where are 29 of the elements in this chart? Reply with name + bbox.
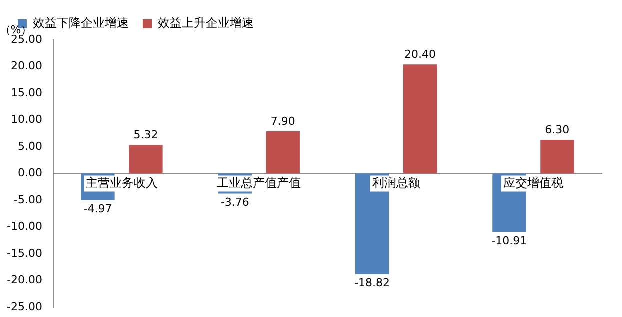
y-tick-label: 5.00 <box>18 140 42 153</box>
data-label: 7.90 <box>270 114 296 128</box>
x-tick-label: 利润总额 <box>372 176 420 190</box>
bar <box>266 131 300 174</box>
y-tick-label: 25.00 <box>10 32 42 46</box>
legend-label: 效益上升企业增速 <box>158 16 254 30</box>
bar <box>403 64 438 174</box>
data-label: -18.82 <box>354 276 390 290</box>
legend-label: 效益下降企业增速 <box>33 16 129 30</box>
data-label: -3.76 <box>220 196 250 210</box>
y-tick-label: 10.00 <box>10 113 42 126</box>
y-tick-label: 15.00 <box>10 86 42 100</box>
y-tick-label: -10.00 <box>6 220 42 234</box>
bar <box>540 140 574 174</box>
data-label: -10.91 <box>492 234 528 248</box>
y-tick-label: -20.00 <box>6 274 42 287</box>
x-tick-label: 工业总产值产值 <box>217 176 302 190</box>
data-label: 5.32 <box>134 128 158 142</box>
data-label: -4.97 <box>84 202 112 216</box>
data-label: 20.40 <box>404 48 436 61</box>
bar <box>129 145 163 174</box>
data-label: 6.30 <box>545 123 570 136</box>
y-tick-label: -25.00 <box>6 300 42 314</box>
y-tick-label: 20.00 <box>10 60 42 73</box>
y-tick-label: -5.00 <box>14 193 42 206</box>
x-tick-label: 应交增值税 <box>503 176 564 190</box>
y-tick-label: -15.00 <box>6 246 42 260</box>
x-tick-label: 主营业务收入 <box>86 176 158 190</box>
y-tick-label: 0.00 <box>18 166 42 180</box>
